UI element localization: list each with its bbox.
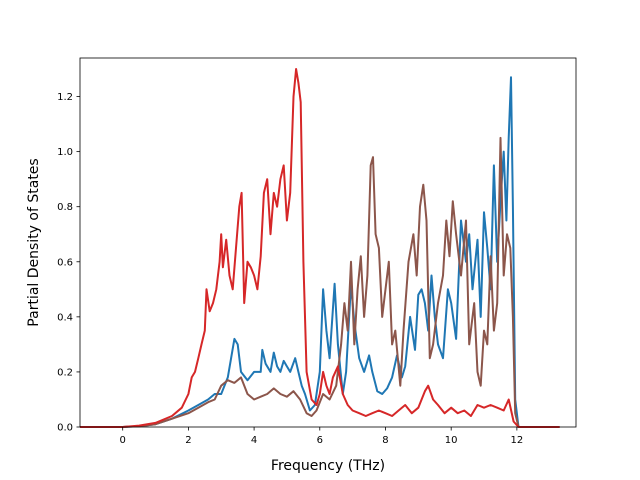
x-axis-label: Frequency (THz) <box>271 458 385 474</box>
x-axis-ticks: 0 2 4 6 8 10 12 <box>120 427 524 446</box>
x-tick-label: 10 <box>445 435 458 446</box>
y-axis-ticks: 0.0 0.2 0.4 0.6 0.8 1.0 1.2 <box>57 92 80 434</box>
pdos-series-line-2 <box>80 136 560 428</box>
y-tick-label: 0.0 <box>57 423 73 434</box>
x-tick-label: 8 <box>382 435 388 446</box>
plot-frame <box>79 57 577 428</box>
x-tick-label: 4 <box>251 435 257 446</box>
x-tick-label: 2 <box>185 435 191 446</box>
y-tick-label: 1.2 <box>57 92 73 103</box>
pdos-series-line-1 <box>80 76 560 428</box>
series-layer <box>80 68 560 428</box>
x-tick-label: 0 <box>120 435 126 446</box>
y-tick-label: 0.4 <box>57 312 73 323</box>
y-axis-label: Partial Density of States <box>26 158 42 326</box>
x-tick-label: 6 <box>317 435 323 446</box>
x-tick-label: 12 <box>511 435 524 446</box>
pdos-series-line-3 <box>80 68 560 428</box>
y-tick-label: 0.8 <box>57 202 73 213</box>
y-tick-label: 0.2 <box>57 367 73 378</box>
y-tick-label: 1.0 <box>57 147 73 158</box>
y-tick-label: 0.6 <box>57 257 73 268</box>
